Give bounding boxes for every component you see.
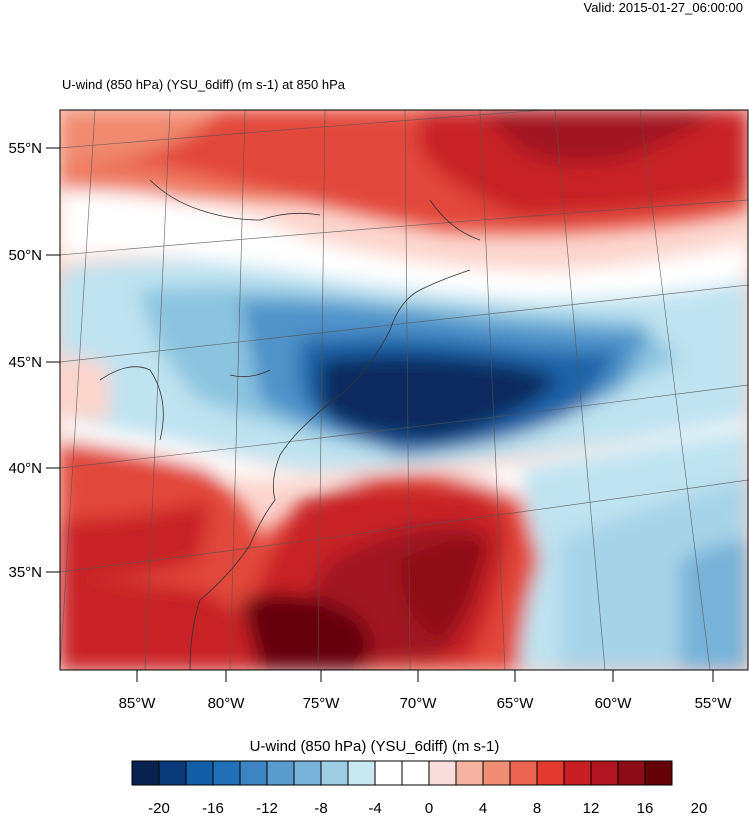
lon-label: 60°W bbox=[595, 695, 633, 712]
colorbar-title: U-wind (850 hPa) (YSU_6diff) (m s-1) bbox=[249, 738, 500, 755]
wind-field bbox=[60, 110, 748, 670]
map-title: U-wind (850 hPa) (YSU_6diff) (m s-1) at … bbox=[62, 77, 345, 92]
lat-label: 55°N bbox=[8, 140, 42, 157]
lon-label: 85°W bbox=[119, 695, 157, 712]
lat-label: 35°N bbox=[8, 564, 42, 581]
valid-time-label: Valid: 2015-01-27_06:00:00 bbox=[583, 0, 744, 15]
lon-label: 65°W bbox=[497, 695, 535, 712]
lon-label: 55°W bbox=[695, 695, 733, 712]
lat-label: 50°N bbox=[8, 247, 42, 264]
lon-label: 75°W bbox=[303, 695, 341, 712]
lat-label: 40°N bbox=[8, 460, 42, 477]
lon-label: 70°W bbox=[400, 695, 438, 712]
lon-label: 80°W bbox=[208, 695, 246, 712]
lat-label: 45°N bbox=[8, 354, 42, 371]
